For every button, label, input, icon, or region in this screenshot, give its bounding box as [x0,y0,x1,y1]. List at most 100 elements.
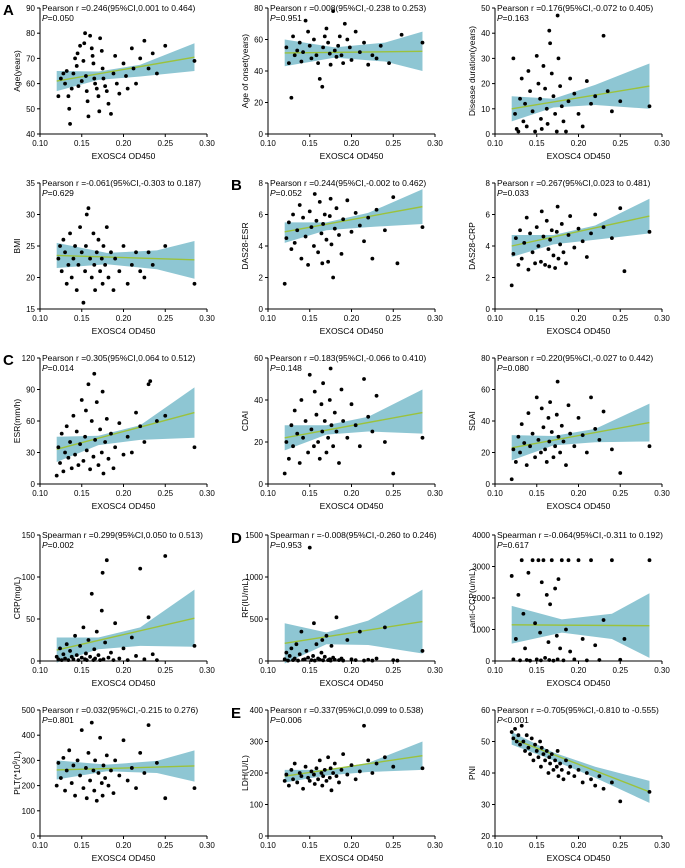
scatter-point [548,400,553,404]
y-tick-label: 2 [486,274,491,283]
scatter-points [282,723,425,793]
scatter-point [518,228,522,233]
scatter-point [146,723,151,728]
scatter-point [75,51,80,56]
scatter-point [339,53,344,58]
y-tick-label: 30 [26,211,35,220]
scatter-point [78,643,82,648]
scatter-point [610,236,614,241]
scatter-point [561,658,566,663]
scatter-point [597,774,602,779]
x-tick-label: 0.15 [529,314,545,323]
scatter-point [121,452,126,457]
scatter-point [125,281,130,286]
scatter-point [559,423,564,428]
p-value: =0.050 [48,13,75,23]
scatter-point [121,61,126,66]
scatter-point [420,766,425,771]
scatter-point [553,266,558,270]
y-tick-label: 4 [259,242,264,251]
x-tick-label: 0.30 [654,139,670,148]
scatter-point [391,471,396,476]
y-tick-label: 0 [31,480,36,489]
scatter-point [528,89,532,94]
x-tick-label: 0.10 [260,841,276,850]
scatter-point [526,69,531,73]
scatter-point [111,791,116,796]
panel-label-c: C [3,352,14,369]
x-tick-label: 0.30 [427,666,443,675]
x-tick-label: 0.20 [116,841,132,850]
scatter-point [555,13,560,18]
y-tick-label: 20 [481,449,490,458]
scatter-point [303,234,308,239]
scatter-point [341,419,346,423]
scatter-point [322,419,327,423]
scatter-points [509,379,652,482]
scatter-point [334,206,339,211]
scatter-point [564,463,568,467]
scatter-points [282,192,425,286]
x-tick-label: 0.15 [74,666,90,675]
x-tick-label: 0.30 [427,489,443,498]
scatter-point [339,251,344,256]
scatter-point [113,621,118,626]
confidence-band [284,189,423,243]
scatter-point [509,283,514,288]
y-axis-label: PLT(*109/L) [12,751,22,795]
y-tick-label: 30 [481,801,490,810]
scatter-point [334,54,339,59]
scatter-point [553,758,558,763]
panel-label-b: B [231,177,242,194]
scatter-point [312,621,316,626]
scatter-point [100,281,105,286]
scatter-point [555,204,560,209]
scatter-point [558,761,563,766]
y-tick-label: 0 [259,305,264,314]
scatter-point [558,646,563,651]
scatter-point [551,253,556,258]
scatter-point [564,758,568,763]
scatter-point [546,771,551,775]
scatter-point [94,798,99,803]
scatter-point [533,742,537,747]
scatter-point [538,630,542,635]
scatter-point [129,46,134,51]
scatter-point [291,444,295,449]
scatter-point [134,786,138,791]
x-tick-label: 0.20 [344,489,360,498]
scatter-point [559,222,564,226]
x-tick-label: 0.15 [529,139,545,148]
scatter-point [63,81,67,86]
stat-annotation: Spearman r =-0.008(95%CI,-0.260 to 0.246… [270,530,437,540]
p-value: =0.629 [48,188,75,198]
scatter-point [142,771,147,775]
regression-line [284,754,423,777]
y-axis-label: Age of onset(years) [240,34,250,108]
confidence-band [56,43,195,92]
scatter-point [312,244,316,248]
panel-label-a: A [3,2,14,19]
scatter-point [306,263,310,267]
scatter-point [345,772,350,777]
p-symbol: P [42,715,48,725]
scatter-point [88,256,92,261]
scatter-point [327,398,332,402]
scatter-point [357,769,362,774]
scatter-point [71,413,76,418]
scatter-point [566,403,571,408]
scatter-point [548,602,553,607]
scatter-point [138,56,143,61]
scatter-point [332,226,337,231]
x-tick-label: 0.10 [32,489,48,498]
scatter-point [554,129,559,134]
scatter-point [83,31,87,36]
p-value: =0.080 [503,363,530,373]
p-symbol: P [497,13,503,23]
y-tick-label: 1500 [245,531,263,540]
scatter-point [513,236,518,241]
stat-annotation: Spearman r =0.299(95%CI,0.050 to 0.513) [42,530,203,540]
y-tick-label: 20 [254,438,263,447]
regression-line [284,411,423,439]
panel-letters: A B C D E [3,2,242,722]
